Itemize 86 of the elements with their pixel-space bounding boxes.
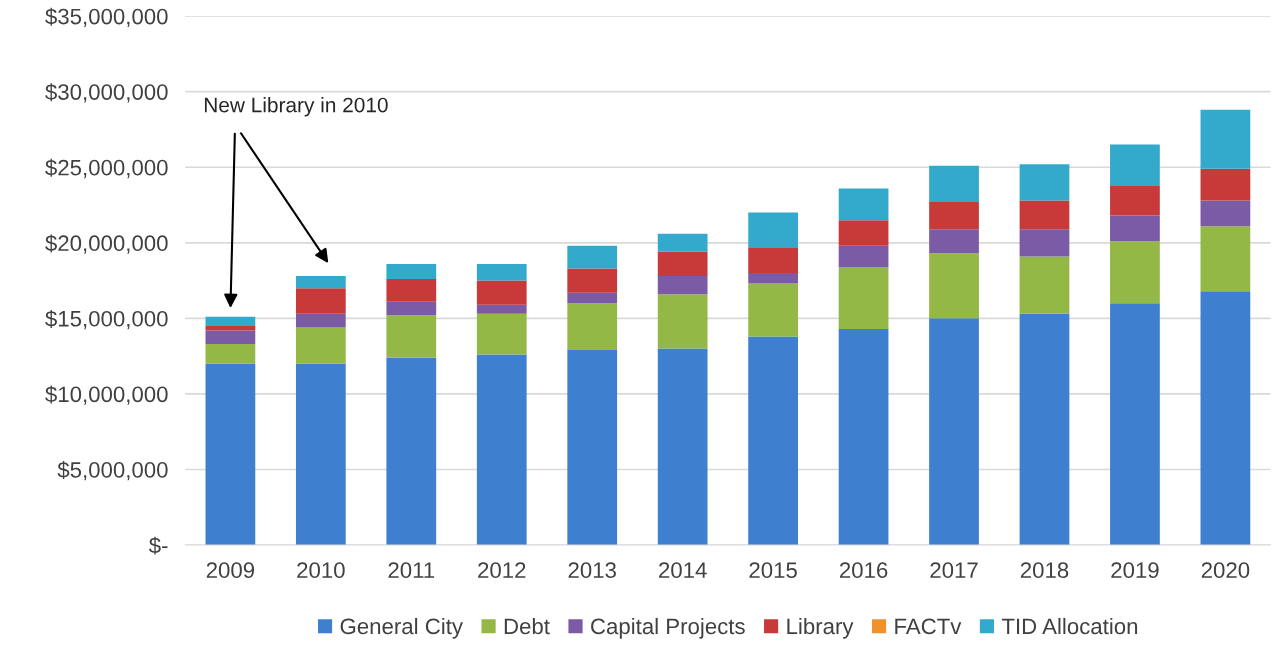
x-tick-label: 2014 (659, 562, 707, 579)
legend-label: FACTv (895, 618, 962, 635)
bar (1019, 200, 1070, 230)
bar (929, 165, 979, 202)
bar (929, 229, 979, 254)
legend-label: TID Allocation (1001, 617, 1138, 635)
bar (838, 188, 889, 221)
bar (838, 266, 889, 329)
bar (476, 354, 527, 546)
y-tick-label: $5,000,000 (57, 461, 168, 481)
bar (1019, 164, 1070, 201)
bar (748, 273, 798, 284)
bar (567, 245, 618, 269)
bar (1200, 291, 1251, 546)
bar (1019, 256, 1070, 314)
bar (1200, 226, 1251, 292)
bar (205, 363, 256, 546)
x-tick-label: 2018 (1020, 562, 1069, 579)
bar (386, 315, 437, 358)
bar (567, 292, 618, 304)
bar (1110, 144, 1160, 186)
x-tick-label: 2017 (930, 562, 978, 579)
legend-label: General City (340, 617, 463, 639)
x-tick-label: 2020 (1201, 562, 1250, 579)
x-tick-label: 2019 (1111, 562, 1159, 579)
x-tick-label: 2009 (206, 562, 255, 579)
bar (205, 330, 256, 345)
bar (657, 276, 708, 295)
bar (657, 251, 708, 277)
bar (838, 220, 889, 246)
legend-label: Library (787, 617, 854, 639)
bar (386, 279, 437, 302)
x-tick-label: 2012 (478, 562, 526, 579)
bar (476, 304, 527, 314)
x-tick-label: 2016 (839, 562, 888, 579)
bar (386, 263, 437, 280)
bar (295, 288, 346, 314)
y-tick-label: $30,000,000 (45, 83, 168, 103)
bar (386, 357, 437, 546)
bar (1110, 215, 1160, 242)
bar (657, 233, 708, 252)
bar (838, 245, 889, 267)
bar (295, 313, 346, 328)
y-tick-label: $20,000,000 (45, 234, 168, 254)
bar (929, 253, 979, 319)
bar (748, 212, 798, 248)
bar (1200, 168, 1251, 201)
x-tick-label: 2011 (388, 562, 435, 579)
bar (657, 348, 708, 546)
bar (1200, 200, 1251, 227)
bar (1019, 313, 1070, 546)
y-tick-label: $10,000,000 (45, 385, 168, 405)
bar (476, 313, 527, 355)
bar (295, 276, 346, 289)
y-tick-label: $25,000,000 (45, 158, 168, 179)
y-tick-label: $15,000,000 (45, 309, 168, 330)
bar (205, 344, 256, 364)
bar (476, 263, 527, 281)
x-tick-label: 2013 (568, 562, 616, 579)
bar (567, 268, 618, 293)
x-tick-label: 2010 (297, 562, 345, 579)
bar (748, 283, 798, 337)
bar (1200, 109, 1251, 169)
legend-label: Capital Projects (591, 617, 745, 639)
bar (567, 350, 618, 546)
legend-label: Debt (504, 617, 550, 635)
bar (205, 316, 256, 326)
y-tick-label: $- (148, 536, 168, 555)
bar (386, 301, 437, 316)
bar (295, 327, 346, 364)
bar (1110, 185, 1160, 216)
bar (1110, 241, 1160, 304)
bar (657, 294, 708, 349)
bar (838, 328, 889, 546)
bar (929, 202, 979, 230)
bar (567, 303, 618, 351)
x-tick-label: 2015 (749, 562, 797, 579)
bar (1110, 303, 1160, 546)
bar (748, 336, 798, 546)
bar (748, 247, 798, 274)
annotation: New Library in 2010 (204, 97, 388, 117)
bar (476, 280, 527, 305)
bar (295, 363, 346, 546)
bar (1019, 229, 1070, 257)
y-tick-label: $35,000,000 (45, 7, 168, 28)
bar (929, 318, 979, 546)
